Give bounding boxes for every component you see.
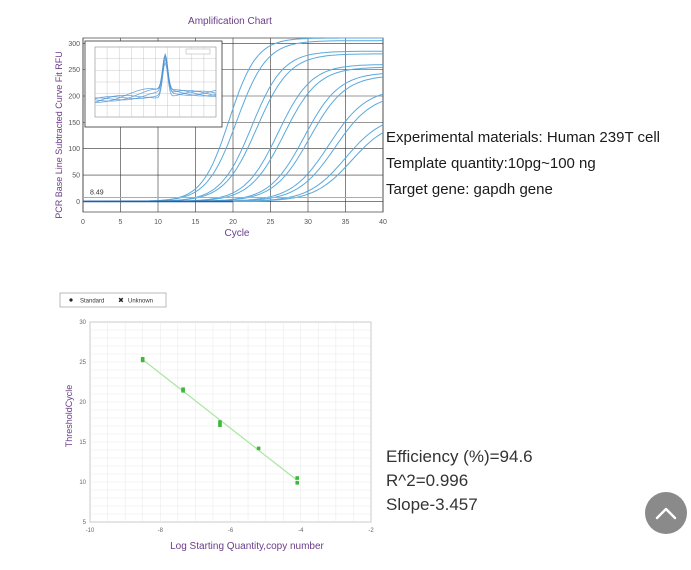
std-x-tick: -10 [86, 528, 95, 534]
scroll-top-button[interactable] [645, 492, 687, 534]
amp-inset-chart [84, 40, 223, 128]
std-y-tick: 5 [83, 520, 87, 526]
std-point [295, 476, 300, 480]
std-y-tick: 15 [79, 440, 86, 446]
std-point [256, 446, 261, 451]
standard-curve-chart: Standard ✖ Unknown ThresholdCycle Log St… [59, 292, 374, 552]
std-y-tick: 25 [79, 360, 86, 366]
note-efficiency: Efficiency (%)=94.6 [386, 447, 533, 466]
amp-y-tick: 100 [68, 146, 80, 153]
amp-y-tick: 150 [68, 120, 80, 127]
inset-curve [94, 57, 217, 100]
amp-x-tick: 10 [154, 219, 162, 226]
std-y-tick: 10 [79, 480, 86, 486]
legend-standard: Standard [80, 299, 104, 305]
amp-ylabel: PCR Base Line Subtracted Curve Fit RFU [54, 51, 64, 219]
amp-xlabel: Cycle [224, 228, 249, 239]
std-y-tick: 20 [79, 400, 86, 406]
std-x-tick: -4 [298, 528, 304, 534]
std-ylabel: ThresholdCycle [64, 385, 74, 448]
amplification-chart: Amplification Chart PCR Base Line Subtra… [54, 16, 387, 239]
amp-x-tick: 5 [119, 219, 123, 226]
amp-y-tick: 250 [68, 67, 80, 74]
note-template: Template quantity:10pg~100 ng [386, 155, 596, 172]
std-y-tick: 30 [79, 320, 86, 326]
amp-x-tick: 35 [342, 219, 350, 226]
std-xlabel: Log Starting Quantity,copy number [170, 541, 324, 552]
std-fit-line [142, 359, 298, 481]
std-x-tick: -8 [158, 528, 164, 534]
legend-unknown-marker: ✖ [118, 298, 124, 305]
note-target: Target gene: gapdh gene [386, 181, 553, 198]
std-x-tick: -2 [368, 528, 374, 534]
amp-x-tick: 25 [267, 219, 275, 226]
amp-threshold-label: 8.49 [90, 189, 104, 196]
amp-y-tick: 0 [76, 199, 80, 206]
amp-x-tick: 40 [379, 219, 387, 226]
inset-curve [95, 54, 217, 103]
amp-x-tick: 0 [81, 219, 85, 226]
std-x-tick: -6 [228, 528, 234, 534]
std-point [140, 358, 145, 363]
amp-y-tick: 300 [68, 41, 80, 48]
amp-x-tick: 20 [229, 219, 237, 226]
std-legend: Standard ✖ Unknown [59, 292, 167, 308]
std-point [218, 420, 222, 424]
amp-y-tick: 200 [68, 94, 80, 101]
note-r2: R^2=0.996 [386, 471, 469, 490]
amp-x-tick: 30 [304, 219, 312, 226]
amp-x-tick: 15 [192, 219, 200, 226]
inset-legend [185, 48, 211, 55]
amp-y-tick: 50 [72, 173, 80, 180]
amp-title: Amplification Chart [188, 16, 272, 27]
chevron-up-icon [655, 507, 677, 520]
note-slope: Slope-3.457 [386, 495, 478, 514]
std-point [181, 389, 185, 393]
legend-unknown: Unknown [128, 299, 153, 305]
std-point [218, 423, 222, 427]
note-materials: Experimental materials: Human 239T cell [386, 129, 661, 146]
std-point [295, 481, 300, 485]
